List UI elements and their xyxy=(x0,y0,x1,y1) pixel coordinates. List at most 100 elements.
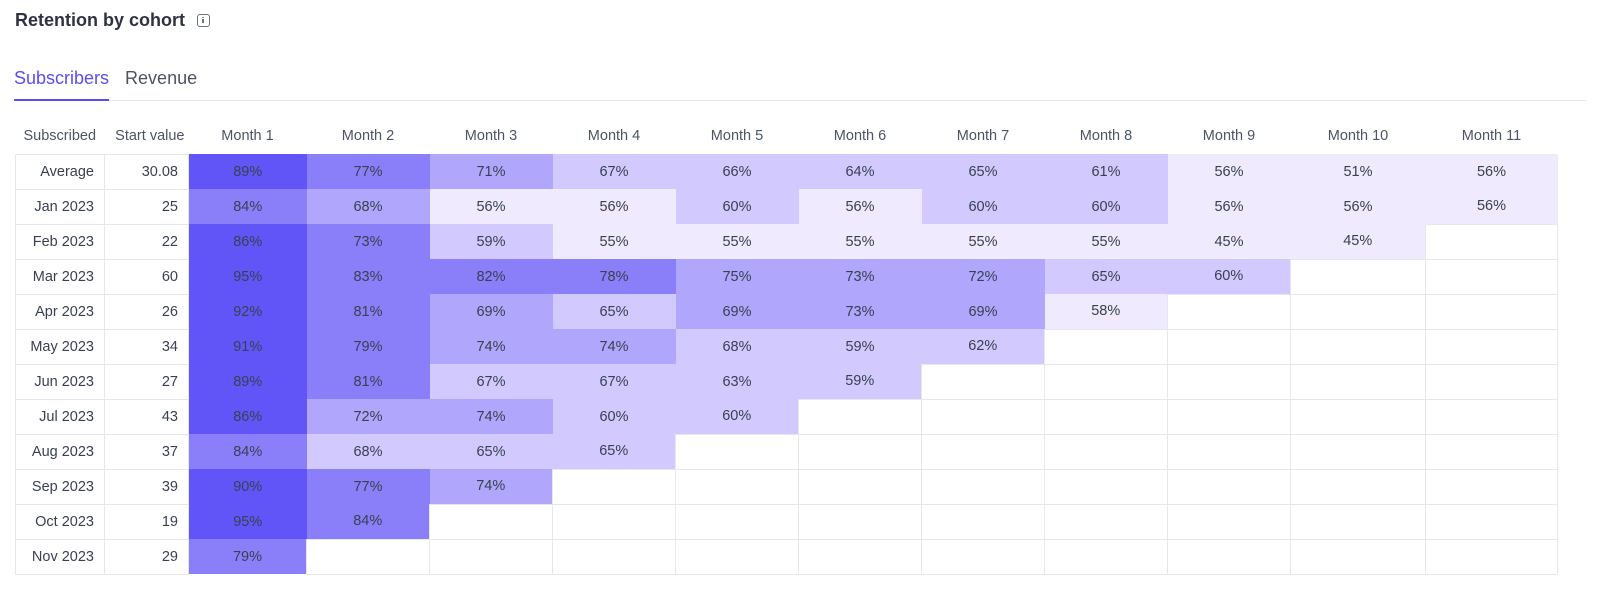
retention-cell[interactable]: 55% xyxy=(921,224,1045,259)
retention-cell[interactable]: 95% xyxy=(188,504,307,539)
retention-cell[interactable]: 60% xyxy=(1167,259,1291,294)
empty-cell xyxy=(1290,363,1426,400)
retention-cell[interactable]: 68% xyxy=(306,434,430,469)
retention-cell[interactable]: 56% xyxy=(552,189,676,224)
retention-cell[interactable]: 60% xyxy=(552,399,676,434)
empty-cell xyxy=(306,538,430,575)
retention-cell[interactable]: 69% xyxy=(675,294,799,329)
retention-cell[interactable]: 59% xyxy=(798,329,922,364)
retention-cell[interactable]: 69% xyxy=(921,294,1045,329)
retention-cell[interactable]: 55% xyxy=(1044,224,1168,259)
retention-cell[interactable]: 56% xyxy=(1167,189,1291,224)
retention-cell[interactable]: 65% xyxy=(552,434,676,469)
retention-cell[interactable]: 79% xyxy=(188,539,307,574)
retention-cell[interactable]: 73% xyxy=(306,224,430,259)
retention-cell[interactable]: 86% xyxy=(188,399,307,434)
retention-cell[interactable]: 68% xyxy=(675,329,799,364)
retention-cell[interactable]: 92% xyxy=(188,294,307,329)
retention-cell[interactable]: 61% xyxy=(1044,154,1168,189)
column-header: Start value xyxy=(115,127,185,144)
retention-cell[interactable]: 56% xyxy=(1167,154,1291,189)
retention-cell[interactable]: 58% xyxy=(1044,294,1168,329)
retention-cell[interactable]: 67% xyxy=(429,364,553,399)
retention-cell[interactable]: 89% xyxy=(188,364,307,399)
empty-cell xyxy=(1044,503,1168,540)
retention-cell[interactable]: 60% xyxy=(675,399,799,434)
retention-cell[interactable]: 55% xyxy=(552,224,676,259)
retention-cell[interactable]: 45% xyxy=(1290,224,1426,259)
column-header: Month 11 xyxy=(1461,128,1522,144)
retention-cell[interactable]: 59% xyxy=(429,224,553,259)
retention-cell[interactable]: 77% xyxy=(306,469,430,504)
column-header: Month 6 xyxy=(833,128,887,144)
retention-cell[interactable]: 86% xyxy=(188,224,307,259)
retention-cell[interactable]: 79% xyxy=(306,329,430,364)
retention-cell[interactable]: 75% xyxy=(675,259,799,294)
retention-cell[interactable]: 64% xyxy=(798,154,922,189)
retention-cell[interactable]: 69% xyxy=(429,294,553,329)
table-row: Average 30.08 89% 77% 71% 67% 66% 64% 65% 61% 56% 5… xyxy=(15,153,1558,190)
retention-cell[interactable]: 60% xyxy=(921,189,1045,224)
retention-cell[interactable]: 68% xyxy=(306,189,430,224)
retention-cell[interactable]: 90% xyxy=(188,469,307,504)
retention-cell[interactable]: 66% xyxy=(675,154,799,189)
retention-cell[interactable]: 74% xyxy=(429,469,553,504)
retention-cell[interactable]: 59% xyxy=(798,364,922,399)
empty-cell xyxy=(1167,538,1291,575)
retention-cell[interactable]: 67% xyxy=(552,364,676,399)
retention-cell[interactable]: 82% xyxy=(429,259,553,294)
retention-cell[interactable]: 45% xyxy=(1167,224,1291,259)
empty-cell xyxy=(1044,433,1168,470)
empty-cell xyxy=(921,398,1045,435)
retention-cell[interactable]: 72% xyxy=(921,259,1045,294)
retention-cell[interactable]: 65% xyxy=(552,294,676,329)
retention-cell[interactable]: 56% xyxy=(798,189,922,224)
retention-cell[interactable]: 67% xyxy=(552,154,676,189)
retention-cell[interactable]: 60% xyxy=(675,189,799,224)
retention-cell[interactable]: 74% xyxy=(429,329,553,364)
retention-cell[interactable]: 63% xyxy=(675,364,799,399)
retention-cell[interactable]: 60% xyxy=(1044,189,1168,224)
retention-cell[interactable]: 65% xyxy=(429,434,553,469)
retention-cell[interactable]: 89% xyxy=(188,154,307,189)
empty-cell xyxy=(675,538,799,575)
retention-cell[interactable]: 62% xyxy=(921,329,1045,364)
retention-cell[interactable]: 74% xyxy=(552,329,676,364)
retention-cell[interactable]: 72% xyxy=(306,399,430,434)
info-icon[interactable] xyxy=(197,13,210,27)
start-value: 39 xyxy=(104,468,189,505)
retention-cell[interactable]: 81% xyxy=(306,294,430,329)
tab-revenue[interactable]: Revenue xyxy=(125,68,198,88)
retention-cell[interactable]: 55% xyxy=(798,224,922,259)
start-value: 27 xyxy=(104,363,189,400)
retention-cell[interactable]: 84% xyxy=(306,504,430,539)
retention-cell[interactable]: 77% xyxy=(306,154,430,189)
retention-cell[interactable]: 95% xyxy=(188,259,307,294)
retention-cell[interactable]: 51% xyxy=(1290,154,1426,189)
retention-cell[interactable]: 83% xyxy=(306,259,430,294)
retention-cell[interactable]: 74% xyxy=(429,399,553,434)
retention-cell[interactable]: 84% xyxy=(188,434,307,469)
empty-cell xyxy=(1044,328,1168,365)
retention-cell[interactable]: 56% xyxy=(1425,189,1558,224)
retention-cell[interactable]: 81% xyxy=(306,364,430,399)
retention-cell[interactable]: 78% xyxy=(552,259,676,294)
retention-cell[interactable]: 73% xyxy=(798,259,922,294)
retention-cell[interactable]: 56% xyxy=(1425,154,1558,189)
cohort-table: Subscribed Start value Month 1 Month 2 Month… xyxy=(15,118,1558,575)
retention-cell[interactable]: 65% xyxy=(1044,259,1168,294)
retention-cell[interactable]: 55% xyxy=(675,224,799,259)
cohort-label: Apr 2023 xyxy=(15,293,105,330)
start-value: 22 xyxy=(104,223,189,260)
table-row: Jan 2023 25 84% 68% 56% 56% 60% 56% 60% 60% 56% 56%… xyxy=(15,188,1558,225)
retention-cell[interactable]: 71% xyxy=(429,154,553,189)
table-row: May 2023 34 91% 79% 74% 74% 68% 59% 62% xyxy=(15,328,1558,365)
retention-cell[interactable]: 65% xyxy=(921,154,1045,189)
tab-subscribers[interactable]: Subscribers xyxy=(14,64,110,101)
empty-cell xyxy=(1425,328,1558,365)
retention-cell[interactable]: 84% xyxy=(188,189,307,224)
retention-cell[interactable]: 56% xyxy=(429,189,553,224)
retention-cell[interactable]: 56% xyxy=(1290,189,1426,224)
retention-cell[interactable]: 73% xyxy=(798,294,922,329)
retention-cell[interactable]: 91% xyxy=(188,329,307,364)
